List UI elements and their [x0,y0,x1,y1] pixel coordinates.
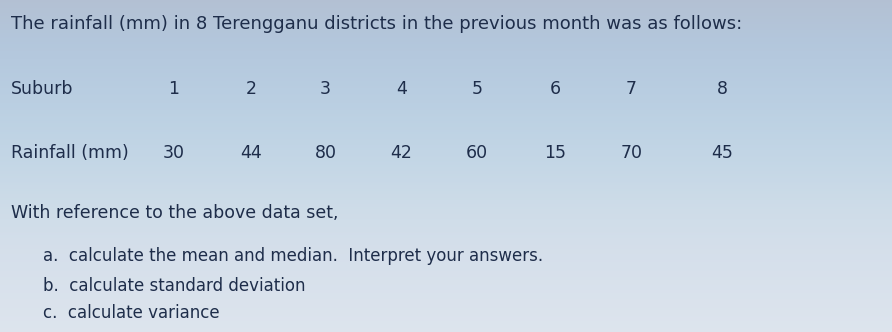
Text: 30: 30 [163,144,185,162]
Text: Rainfall (mm): Rainfall (mm) [11,144,128,162]
Text: a.  calculate the mean and median.  Interpret your answers.: a. calculate the mean and median. Interp… [43,247,543,265]
Text: b.  calculate standard deviation: b. calculate standard deviation [43,277,305,295]
Text: 80: 80 [315,144,336,162]
Text: 1: 1 [169,80,179,98]
Text: 5: 5 [472,80,483,98]
Text: 4: 4 [396,80,407,98]
Text: 42: 42 [391,144,412,162]
Text: 70: 70 [621,144,642,162]
Text: The rainfall (mm) in 8 Terengganu districts in the previous month was as follows: The rainfall (mm) in 8 Terengganu distri… [11,15,742,33]
Text: Suburb: Suburb [11,80,73,98]
Text: 44: 44 [241,144,262,162]
Text: 60: 60 [467,144,488,162]
Text: 3: 3 [320,80,331,98]
Text: 2: 2 [246,80,257,98]
Text: 15: 15 [544,144,566,162]
Text: c.  calculate variance: c. calculate variance [43,304,219,322]
Text: 7: 7 [626,80,637,98]
Text: 6: 6 [549,80,560,98]
Text: 8: 8 [717,80,728,98]
Text: With reference to the above data set,: With reference to the above data set, [11,204,338,222]
Text: 45: 45 [712,144,733,162]
